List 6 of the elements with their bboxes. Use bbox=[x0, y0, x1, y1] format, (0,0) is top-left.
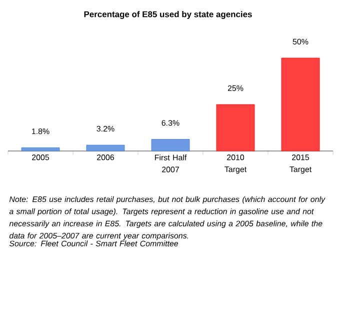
bar bbox=[151, 139, 190, 152]
bar bbox=[281, 58, 320, 152]
bar bbox=[21, 147, 60, 152]
chart-title: Percentage of E85 used by state agencies bbox=[84, 11, 252, 19]
bar bbox=[86, 144, 125, 152]
bar bbox=[216, 104, 255, 152]
